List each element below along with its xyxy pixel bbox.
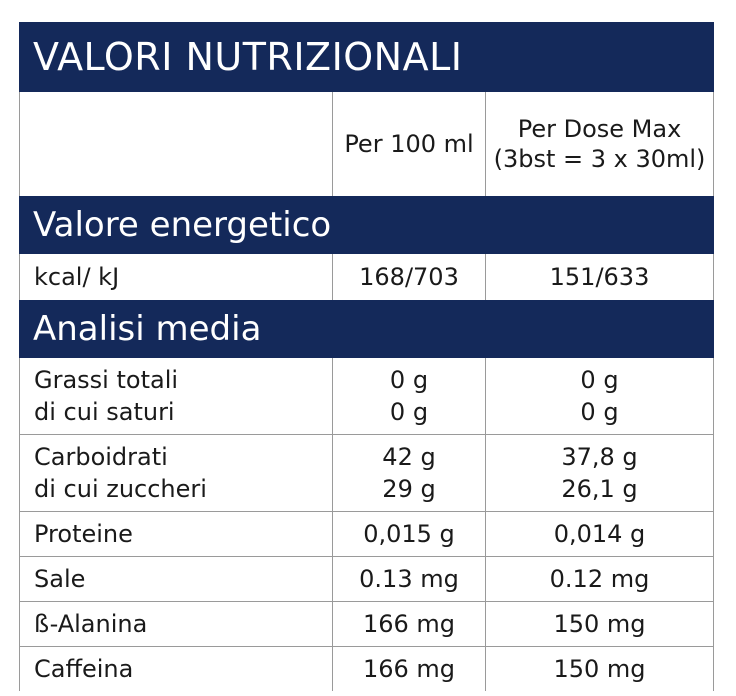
value-per-100ml: 0.13 mg	[359, 565, 459, 593]
nutrition-table: VALORI NUTRIZIONALI Per 100 ml Per Dose …	[19, 22, 714, 691]
header-per-100ml-label: Per 100 ml	[344, 130, 474, 158]
value-per-100ml: 0,015 g	[363, 520, 455, 548]
energy-per-100ml: 168/703	[333, 254, 486, 300]
table-row: Caffeina 166 mg 150 mg	[20, 647, 713, 691]
row-label-cell: Proteine	[20, 512, 333, 556]
per-100ml-cell: 0.13 mg	[333, 557, 486, 601]
row-label-cell: Grassi totali di cui saturi	[20, 358, 333, 434]
table-row: kcal/ kJ 168/703 151/633	[20, 254, 713, 300]
row-label-cell: Carboidrati di cui zuccheri	[20, 435, 333, 511]
row-label-cell: Sale	[20, 557, 333, 601]
header-per-dose-line1: Per Dose Max	[517, 115, 682, 143]
per-100ml-cell: 42 g 29 g	[333, 435, 486, 511]
energy-grid: kcal/ kJ 168/703 151/633	[19, 254, 714, 300]
value-per-dose-sub: 0 g	[580, 398, 619, 426]
value-per-100ml-sub: 0 g	[389, 398, 429, 426]
value-per-dose: 151/633	[549, 263, 650, 291]
row-label-cell: Caffeina	[20, 647, 333, 691]
row-label: Proteine	[34, 520, 133, 548]
value-per-100ml: 42 g	[382, 443, 436, 471]
header-per-100ml: Per 100 ml	[333, 92, 486, 196]
energy-section-heading: Valore energetico	[19, 196, 714, 254]
per-100ml-cell: 166 mg	[333, 647, 486, 691]
value-per-100ml: 0 g	[389, 366, 429, 394]
header-per-dose-line2: (3bst = 3 x 30ml)	[493, 145, 706, 173]
table-row: Grassi totali di cui saturi 0 g 0 g 0 g …	[20, 358, 713, 435]
table-row: Sale 0.13 mg 0.12 mg	[20, 557, 713, 602]
header-empty-cell	[20, 92, 333, 196]
per-100ml-cell: 166 mg	[333, 602, 486, 646]
analysis-section-heading: Analisi media	[19, 300, 714, 358]
value-per-dose: 150 mg	[553, 655, 646, 683]
energy-per-dose: 151/633	[486, 254, 713, 300]
table-row: Proteine 0,015 g 0,014 g	[20, 512, 713, 557]
row-sublabel: di cui saturi	[34, 398, 175, 426]
row-label: Grassi totali	[34, 366, 179, 394]
energy-label: kcal/ kJ	[20, 254, 333, 300]
per-dose-cell: 37,8 g 26,1 g	[486, 435, 713, 511]
row-sublabel: di cui zuccheri	[34, 475, 207, 503]
row-label: ß-Alanina	[34, 610, 148, 638]
value-per-100ml: 166 mg	[362, 655, 456, 683]
table-row: ß-Alanina 166 mg 150 mg	[20, 602, 713, 647]
value-per-100ml: 166 mg	[362, 610, 456, 638]
analysis-grid: Grassi totali di cui saturi 0 g 0 g 0 g …	[19, 358, 714, 691]
header-per-dose: Per Dose Max (3bst = 3 x 30ml)	[486, 92, 713, 196]
row-label: kcal/ kJ	[34, 263, 120, 291]
value-per-dose: 150 mg	[553, 610, 646, 638]
value-per-100ml: 168/703	[359, 263, 459, 291]
value-per-dose: 0,014 g	[553, 520, 646, 548]
row-label: Caffeina	[34, 655, 134, 683]
per-dose-cell: 0 g 0 g	[486, 358, 713, 434]
per-dose-cell: 0.12 mg	[486, 557, 713, 601]
per-dose-cell: 0,014 g	[486, 512, 713, 556]
column-header-grid: Per 100 ml Per Dose Max (3bst = 3 x 30ml…	[19, 92, 714, 196]
per-dose-cell: 150 mg	[486, 647, 713, 691]
value-per-dose: 0 g	[580, 366, 619, 394]
table-title: VALORI NUTRIZIONALI	[19, 22, 714, 92]
per-100ml-cell: 0 g 0 g	[333, 358, 486, 434]
row-label-cell: ß-Alanina	[20, 602, 333, 646]
row-label: Carboidrati	[34, 443, 168, 471]
value-per-100ml-sub: 29 g	[382, 475, 436, 503]
per-100ml-cell: 0,015 g	[333, 512, 486, 556]
per-dose-cell: 150 mg	[486, 602, 713, 646]
table-row: Carboidrati di cui zuccheri 42 g 29 g 37…	[20, 435, 713, 512]
value-per-dose: 37,8 g	[561, 443, 638, 471]
value-per-dose-sub: 26,1 g	[561, 475, 638, 503]
value-per-dose: 0.12 mg	[549, 565, 650, 593]
column-header-row: Per 100 ml Per Dose Max (3bst = 3 x 30ml…	[20, 92, 713, 196]
row-label: Sale	[34, 565, 86, 593]
